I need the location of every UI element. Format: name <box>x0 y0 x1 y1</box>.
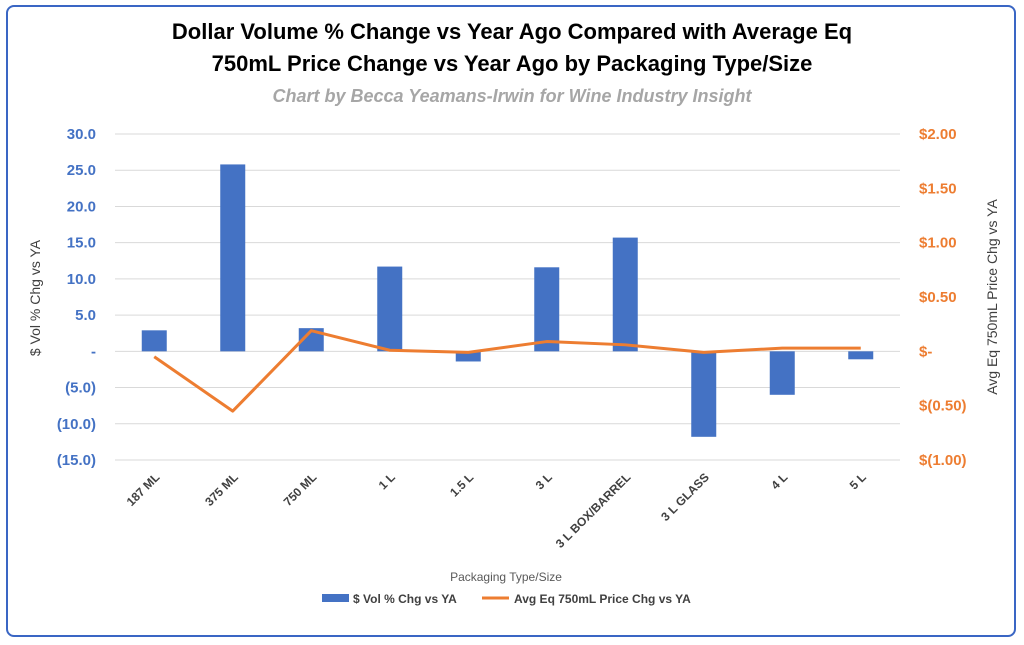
bar <box>298 328 324 352</box>
bar <box>220 164 246 352</box>
x-tick-label: 1.5 L <box>447 470 476 499</box>
x-tick-label: 3 L <box>533 470 555 492</box>
y-left-tick-label: - <box>91 343 96 360</box>
x-tick-label: 1 L <box>376 470 398 492</box>
legend-bar-label: $ Vol % Chg vs YA <box>353 592 457 606</box>
y-axis-right-label: Avg Eq 750mL Price Chg vs YA <box>984 199 1000 395</box>
bar <box>691 351 717 437</box>
y-left-tick-label: 30.0 <box>67 126 96 143</box>
y-right-tick-label: $1.50 <box>919 180 957 197</box>
x-tick-label: 5 L <box>847 470 869 492</box>
y-axis-left-label: $ Vol % Chg vs YA <box>27 239 43 356</box>
y-right-tick-label: $0.50 <box>919 289 957 306</box>
price-change-line <box>153 329 861 413</box>
bar <box>455 351 481 362</box>
legend-bar-swatch <box>322 594 349 602</box>
x-tick-label: 750 ML <box>281 470 320 509</box>
legend-line-label: Avg Eq 750mL Price Chg vs YA <box>514 592 691 606</box>
chart-title-line-2: 750mL Price Change vs Year Ago by Packag… <box>211 51 813 76</box>
y-right-tick-label: $1.00 <box>919 235 957 252</box>
y-left-tick-label: 15.0 <box>67 235 96 252</box>
chart-subtitle: Chart by Becca Yeamans-Irwin for Wine In… <box>272 86 752 106</box>
x-tick-label: 375 ML <box>202 470 241 509</box>
bar <box>848 351 874 360</box>
y-right-tick-label: $(0.50) <box>919 398 967 415</box>
y-right-tick-label: $2.00 <box>919 126 957 143</box>
y-left-tick-label: 10.0 <box>67 271 96 288</box>
y-left-tick-label: (15.0) <box>57 452 96 469</box>
x-tick-label: 3 L BOX/BARREL <box>553 470 633 550</box>
bar <box>612 237 638 352</box>
bar <box>377 266 403 352</box>
x-tick-label: 3 L GLASS <box>658 470 712 524</box>
bar <box>141 330 167 352</box>
chart-frame <box>6 5 1016 637</box>
y-left-tick-label: 25.0 <box>67 162 96 179</box>
bar <box>534 267 560 352</box>
x-tick-label: 4 L <box>768 470 790 492</box>
chart-title-line-1: Dollar Volume % Change vs Year Ago Compa… <box>171 19 853 44</box>
y-right-tick-label: $(1.00) <box>919 452 967 469</box>
bar <box>769 351 795 395</box>
x-axis-label: Packaging Type/Size <box>450 570 562 584</box>
y-left-tick-label: (10.0) <box>57 416 96 433</box>
legend: $ Vol % Chg vs YA Avg Eq 750mL Price Chg… <box>322 592 691 606</box>
y-left-tick-label: 5.0 <box>75 307 96 324</box>
y-right-tick-label: $- <box>919 343 932 360</box>
y-left-tick-label: (5.0) <box>65 380 96 397</box>
x-tick-label: 187 ML <box>124 470 163 509</box>
y-left-tick-label: 20.0 <box>67 198 96 215</box>
